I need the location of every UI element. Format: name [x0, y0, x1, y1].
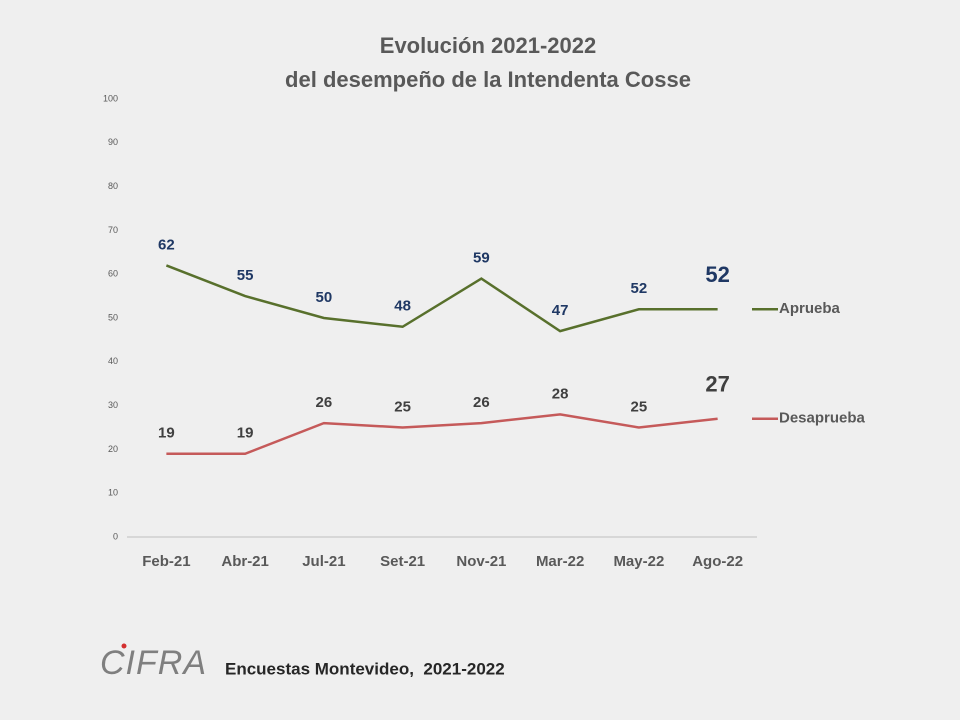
logo: CIFRA — [100, 644, 207, 682]
data-label: 50 — [316, 289, 333, 306]
data-label: 55 — [237, 267, 254, 284]
logo-dot — [121, 643, 127, 649]
data-label: 62 — [158, 236, 175, 253]
legend-label: Aprueba — [779, 300, 841, 317]
y-tick-label: 40 — [108, 356, 118, 366]
data-label: 47 — [552, 302, 569, 319]
chart-title: Evolución 2021-2022 — [380, 33, 596, 58]
y-tick-label: 100 — [103, 93, 118, 103]
y-tick-label: 80 — [108, 181, 118, 191]
data-label: 52 — [705, 262, 729, 287]
data-label: 52 — [631, 280, 648, 297]
y-tick-label: 90 — [108, 137, 118, 147]
y-tick-label: 30 — [108, 400, 118, 410]
x-tick-label: Abr-21 — [221, 553, 269, 570]
data-label: 26 — [316, 394, 333, 411]
chart-title: del desempeño de la Intendenta Cosse — [285, 67, 691, 92]
y-tick-label: 0 — [113, 531, 118, 541]
x-tick-label: Mar-22 — [536, 553, 584, 570]
series-line — [166, 413, 718, 456]
series-line — [165, 264, 718, 333]
x-tick-label: Nov-21 — [456, 553, 506, 570]
data-label: 25 — [394, 398, 411, 415]
data-label: 25 — [631, 398, 648, 415]
x-tick-label: Jul-21 — [302, 553, 345, 570]
data-label: 26 — [473, 394, 490, 411]
data-label: 19 — [237, 425, 254, 442]
x-tick-label: Ago-22 — [692, 553, 743, 570]
x-tick-label: Set-21 — [380, 553, 425, 570]
y-tick-label: 60 — [108, 269, 118, 279]
y-tick-label: 10 — [108, 488, 118, 498]
data-label: 19 — [158, 425, 175, 442]
footer: Encuestas Montevideo, 2021-2022 — [225, 659, 505, 678]
data-label: 59 — [473, 250, 490, 267]
x-tick-label: Feb-21 — [142, 553, 190, 570]
data-label: 27 — [705, 372, 729, 397]
y-tick-label: 70 — [108, 225, 118, 235]
y-tick-label: 50 — [108, 312, 118, 322]
legend-label: Desaprueba — [779, 410, 866, 427]
data-label: 48 — [394, 298, 411, 315]
x-tick-label: May-22 — [613, 553, 664, 570]
data-label: 28 — [552, 385, 569, 402]
y-tick-label: 20 — [108, 444, 118, 454]
